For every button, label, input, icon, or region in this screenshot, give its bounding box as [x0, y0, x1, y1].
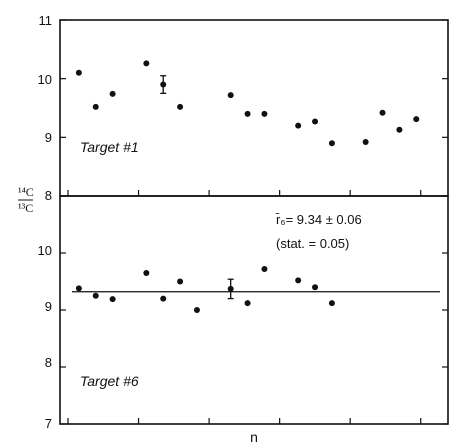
- bottom-data-point: [328, 300, 335, 307]
- top-data-point: [92, 103, 99, 110]
- mean-annotation: r̄₆= 9.34 ± 0.06: [276, 212, 362, 227]
- stat-annotation: (stat. = 0.05): [276, 236, 349, 251]
- bottom-data-point: [143, 269, 150, 276]
- y-axis-title-numerator: ¹⁴C: [18, 185, 34, 199]
- bottom-panel-label: Target #6: [80, 373, 139, 389]
- top-data-point: [312, 118, 319, 125]
- top-ytick-label: 9: [45, 130, 52, 145]
- bottom-data-point: [109, 296, 116, 303]
- top-data-point: [75, 69, 82, 76]
- top-data-point: [109, 90, 116, 97]
- bottom-panel-frame: [59, 195, 449, 425]
- top-data-point: [413, 116, 420, 123]
- bottom-data-point: [227, 285, 234, 292]
- bottom-data-point: [75, 285, 82, 292]
- top-data-point: [362, 139, 369, 146]
- bottom-ytick-label: 8: [45, 355, 52, 370]
- top-panel-label: Target #1: [80, 139, 139, 155]
- top-panel-frame: [59, 19, 449, 197]
- bottom-data-point: [92, 292, 99, 299]
- top-data-point: [295, 122, 302, 129]
- bottom-ytick-label: 9: [45, 299, 52, 314]
- top-data-point: [261, 110, 268, 117]
- bottom-data-point: [312, 284, 319, 291]
- bottom-data-point: [295, 277, 302, 284]
- top-ytick-label: 8: [45, 188, 52, 203]
- top-ytick-label: 10: [38, 72, 52, 87]
- top-data-point: [379, 109, 386, 116]
- bottom-data-point: [177, 278, 184, 285]
- x-axis-label: n: [250, 429, 258, 445]
- top-data-point: [244, 110, 251, 117]
- bottom-data-point: [244, 300, 251, 307]
- top-data-point: [227, 92, 234, 99]
- bottom-ytick-label: 7: [45, 416, 52, 431]
- y-axis-title-denominator: ¹³C: [18, 201, 33, 215]
- top-data-point: [177, 103, 184, 110]
- top-data-point: [143, 60, 150, 67]
- top-data-point: [396, 126, 403, 133]
- bottom-ytick-label: 10: [38, 243, 52, 258]
- bottom-data-point: [193, 307, 200, 313]
- bottom-data-point: [261, 265, 268, 272]
- top-data-point: [328, 140, 335, 147]
- bottom-data-point: [160, 295, 167, 302]
- top-data-point: [160, 81, 167, 88]
- top-ytick-label: 11: [39, 13, 53, 28]
